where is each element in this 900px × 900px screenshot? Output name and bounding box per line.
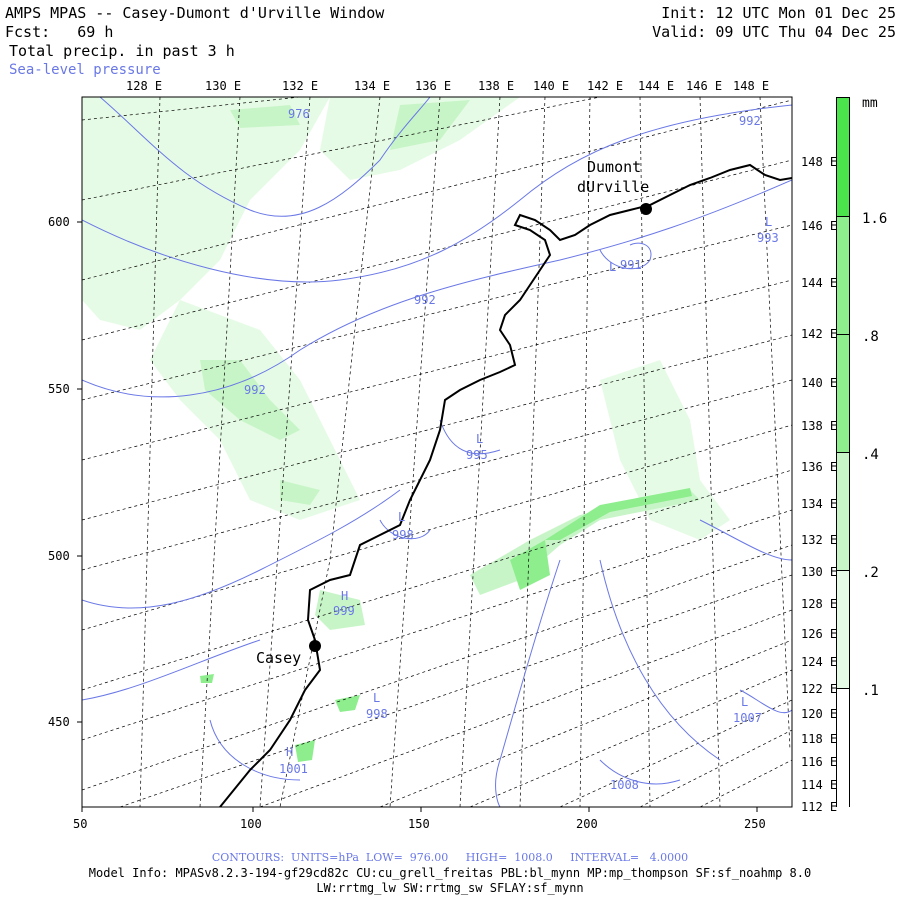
station-label-casey: Casey — [256, 649, 302, 667]
contour-label: 1007 — [733, 711, 762, 725]
contour-label: 995 — [466, 448, 488, 462]
contour-label: 993 — [757, 231, 779, 245]
legend-swatch-0-2 — [837, 452, 849, 571]
lon-label-top: 136 E — [415, 79, 452, 93]
legend-swatch-0-4 — [837, 334, 849, 453]
lon-label-right: 134 E — [801, 497, 838, 511]
legend-label: .2 — [862, 565, 879, 581]
map-title: AMPS MPAS -- Casey-Dumont d'Urville Wind… — [5, 4, 385, 22]
x-axis-label: 250 — [744, 817, 766, 831]
low-center: L — [476, 432, 484, 446]
latlon-grid — [82, 97, 792, 807]
legend-swatch-1-6 — [837, 98, 849, 216]
lon-label-right: 128 E — [801, 597, 838, 611]
legend-label: 1.6 — [862, 211, 888, 227]
lon-label-right: 146 E — [801, 219, 838, 233]
legend-label: .4 — [862, 447, 879, 463]
y-axis-label: 500 — [48, 549, 70, 563]
low-center: L — [609, 260, 617, 274]
low-center: L — [765, 215, 773, 229]
map-frame — [81, 96, 793, 808]
lon-label-top: 134 E — [354, 79, 391, 93]
precip-shading — [82, 97, 730, 762]
model-info-line2: LW:rrtmg_lw SW:rrtmg_sw SFLAY:sf_mynn — [316, 881, 584, 895]
lon-label-right: 122 E — [801, 682, 838, 696]
lon-label-right: 114 E — [801, 778, 838, 792]
lon-label-right: 130 E — [801, 565, 838, 579]
lon-label-top: 140 E — [533, 79, 570, 93]
lon-label-top: 148 E — [733, 79, 770, 93]
contour-label: 1001 — [279, 762, 308, 776]
legend-swatch-0-8 — [837, 216, 849, 335]
lon-label-right: 120 E — [801, 707, 838, 721]
lon-label-right: 132 E — [801, 533, 838, 547]
contour-label: 992 — [739, 114, 761, 128]
station-label-dumont: Dumont — [587, 158, 642, 176]
field-name: Total precip. in past 3 h — [9, 42, 235, 60]
contour-label: 992 — [414, 293, 436, 307]
lon-label-top: 132 E — [282, 79, 319, 93]
contour-label: 976 — [288, 107, 310, 121]
lon-label-top: 130 E — [205, 79, 242, 93]
lon-label-right: 126 E — [801, 627, 838, 641]
dumont-durville-marker[interactable] — [640, 203, 652, 215]
contour-label: 998 — [366, 707, 388, 721]
low-center: L — [741, 695, 749, 709]
legend-swatch-0-1 — [837, 570, 849, 689]
lon-label-right: 138 E — [801, 419, 838, 433]
lon-label-right: 116 E — [801, 755, 838, 769]
x-axis-label: 150 — [408, 817, 430, 831]
high-center: H — [286, 745, 294, 759]
low-center: L — [373, 691, 381, 705]
forecast-hour: Fcst: 69 h — [5, 23, 114, 41]
low-center: L — [398, 510, 406, 524]
contour-label: 998 — [392, 528, 414, 542]
legend-label: .1 — [862, 683, 879, 699]
lon-label-right: 124 E — [801, 655, 838, 669]
x-axis-label: 200 — [576, 817, 598, 831]
lon-label-right: 112 E — [801, 800, 838, 814]
lon-label-top: 142 E — [587, 79, 624, 93]
legend-swatch-0 — [837, 688, 849, 807]
x-axis-label: 50 — [73, 817, 88, 831]
y-axis-label: 450 — [48, 715, 70, 729]
init-time: Init: 12 UTC Mon 01 Dec 25 — [661, 4, 896, 22]
y-axis-label: 550 — [48, 382, 70, 396]
lon-label-top: 138 E — [478, 79, 515, 93]
casey-marker[interactable] — [309, 640, 321, 652]
model-info: Model Info: MPASv8.2.3-194-gf29cd82c CU:… — [88, 866, 812, 880]
high-center: H — [341, 589, 349, 603]
lon-label-right: 140 E — [801, 376, 838, 390]
contour-label: 1008 — [610, 778, 639, 792]
x-axis-label: 100 — [240, 817, 262, 831]
contour-info: CONTOURS: UNITS=hPa LOW= 976.00 HIGH= 10… — [211, 851, 689, 864]
lon-label-top: 128 E — [126, 79, 163, 93]
lon-label-top: 146 E — [686, 79, 723, 93]
lon-label-right: 148 E — [801, 155, 838, 169]
lon-label-right: 118 E — [801, 732, 838, 746]
lon-label-right: 144 E — [801, 276, 838, 290]
lon-label-top: 144 E — [638, 79, 675, 93]
lon-label-right: 142 E — [801, 327, 838, 341]
valid-time: Valid: 09 UTC Thu 04 Dec 25 — [652, 23, 896, 41]
contour-label: 991 — [620, 258, 642, 272]
pressure-contours — [82, 97, 792, 807]
station-label-durville: dUrville — [577, 178, 650, 196]
legend-label: .8 — [862, 329, 879, 345]
contour-label: 992 — [244, 383, 266, 397]
y-axis-label: 600 — [48, 215, 70, 229]
legend-unit: mm — [862, 96, 878, 111]
legend-colorbar — [836, 97, 850, 807]
contour-label: 999 — [333, 604, 355, 618]
overlay-name: Sea-level pressure — [9, 62, 161, 78]
lon-label-right: 136 E — [801, 460, 838, 474]
